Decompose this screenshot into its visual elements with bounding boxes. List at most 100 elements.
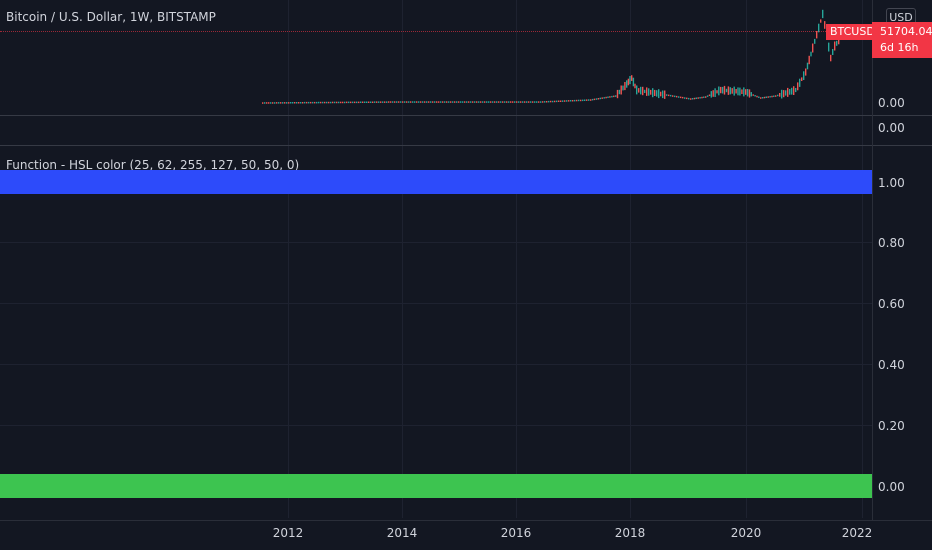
candle <box>803 71 805 80</box>
symbol-title[interactable]: Bitcoin / U.S. Dollar, 1W, BITSTAMP <box>6 10 216 24</box>
candle <box>812 43 814 53</box>
grid-line <box>0 425 872 426</box>
candle <box>832 49 834 55</box>
candle <box>390 101 392 103</box>
price-badge: 51704.04 6d 16h <box>872 22 932 58</box>
indicator-title[interactable]: Function - HSL color (25, 62, 255, 127, … <box>6 158 300 172</box>
candle <box>486 101 488 103</box>
candle <box>644 89 646 93</box>
candle <box>288 102 290 104</box>
candle <box>785 90 787 96</box>
time-axis[interactable] <box>0 520 932 550</box>
candle <box>316 101 318 104</box>
candle <box>781 89 783 99</box>
candle <box>514 101 516 103</box>
candle <box>656 90 658 97</box>
candle <box>422 101 424 103</box>
candle <box>756 95 758 98</box>
candle <box>686 97 688 100</box>
candle <box>274 102 276 104</box>
candle <box>805 68 807 76</box>
time-axis-label: 2018 <box>614 526 646 540</box>
candle <box>476 101 478 103</box>
pane-separator[interactable] <box>0 115 932 116</box>
candle <box>388 101 390 103</box>
candle <box>690 98 692 100</box>
candle <box>816 31 818 39</box>
candle <box>599 97 601 100</box>
indicator-bar-blue <box>0 170 872 194</box>
candle <box>466 101 468 103</box>
candle <box>763 96 766 99</box>
indicator-scale-label: 0.20 <box>878 419 905 433</box>
indicator-bar-green <box>0 474 872 498</box>
candle <box>498 101 500 103</box>
candle <box>378 101 380 103</box>
candle <box>795 88 797 93</box>
candle <box>670 94 672 97</box>
candle <box>591 98 594 101</box>
candle <box>508 101 510 103</box>
candle <box>684 97 686 99</box>
grid-line <box>0 242 872 243</box>
candle <box>414 101 416 103</box>
time-axis-label: 2014 <box>386 526 418 540</box>
price-chart[interactable] <box>0 0 872 115</box>
candle <box>368 101 370 103</box>
candle <box>828 42 830 52</box>
candle <box>320 101 322 104</box>
price-scale[interactable] <box>872 0 932 520</box>
candle <box>783 90 785 98</box>
candle <box>660 91 662 97</box>
candle <box>272 102 274 104</box>
time-axis-label: 2022 <box>841 526 873 540</box>
candle <box>516 101 518 103</box>
candle <box>290 102 292 104</box>
candle <box>474 101 476 103</box>
candle <box>761 97 764 99</box>
candle <box>666 94 668 96</box>
candle <box>264 102 266 104</box>
candle <box>346 101 348 104</box>
candle <box>442 101 444 103</box>
indicator-scale-label: 0.80 <box>878 236 905 250</box>
candle <box>394 101 396 103</box>
candle <box>607 96 609 98</box>
grid-line <box>862 0 863 518</box>
candle <box>586 99 588 101</box>
candle <box>292 102 294 104</box>
candle <box>310 101 312 104</box>
candle <box>276 102 278 104</box>
candle <box>350 101 352 104</box>
candle <box>779 93 781 97</box>
candle <box>542 101 544 103</box>
candle <box>718 86 720 96</box>
candle <box>691 98 694 100</box>
indicator-scale-label: 1.00 <box>878 176 905 190</box>
candle <box>791 87 793 95</box>
pane-separator[interactable] <box>0 145 932 146</box>
candle <box>733 86 735 96</box>
candle <box>727 86 730 95</box>
candle <box>801 77 803 81</box>
time-axis-label: 2012 <box>272 526 304 540</box>
candle <box>382 101 384 103</box>
candle <box>824 21 826 29</box>
candle <box>518 101 520 103</box>
candle <box>773 95 775 97</box>
candle <box>538 101 540 103</box>
candle <box>552 100 554 103</box>
candle <box>506 101 508 103</box>
chart-area[interactable] <box>0 0 872 520</box>
candle <box>615 95 617 97</box>
candle <box>574 99 576 102</box>
candle <box>678 96 680 98</box>
candle <box>334 101 336 104</box>
candle <box>758 96 760 98</box>
candle <box>806 62 809 70</box>
candle <box>490 101 492 103</box>
candle <box>452 101 454 103</box>
candle <box>725 88 728 93</box>
candle <box>695 97 697 99</box>
candle <box>632 77 635 87</box>
